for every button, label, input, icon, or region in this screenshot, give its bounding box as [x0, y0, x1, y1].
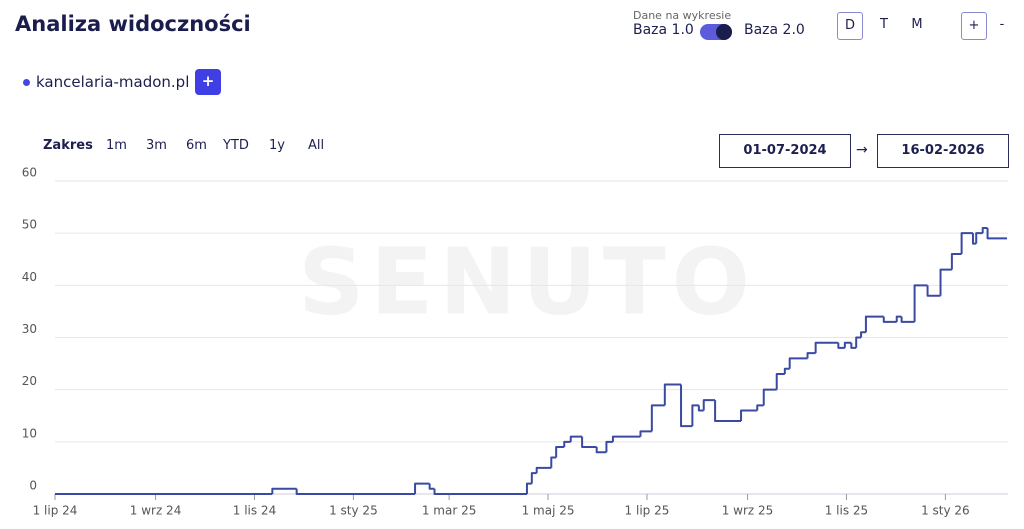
line-step: [950, 253, 962, 270]
domain: kancelaria-madon.pl: [36, 73, 190, 91]
line-step: [550, 456, 557, 468]
line-step: [691, 404, 699, 427]
line-step: [680, 384, 693, 428]
line-step: [650, 404, 665, 432]
line-step: [762, 388, 777, 406]
line-step: [971, 233, 977, 245]
line-step: [563, 440, 571, 448]
date-arrow: →: [856, 142, 868, 158]
line-step: [806, 352, 816, 359]
y-tick-label: 40: [22, 270, 37, 284]
range-button[interactable]: 3m: [146, 138, 167, 153]
line-step: [850, 342, 857, 349]
y-tick-label: 60: [22, 166, 37, 180]
line-step: [900, 316, 915, 323]
line-step: [295, 488, 416, 495]
x-tick-label: 1 lis 24: [233, 504, 276, 518]
date-from[interactable]: 01-07-2024: [719, 134, 851, 168]
page-title: Analiza widoczności: [15, 12, 251, 36]
y-tick-label: 50: [22, 218, 37, 232]
line-step: [428, 483, 435, 490]
line-step: [783, 367, 790, 375]
x-tick-label: 1 wrz 24: [130, 504, 182, 518]
toggle-knob: [716, 24, 732, 40]
line-step: [639, 430, 652, 437]
line-step: [837, 342, 845, 349]
line-step: [814, 341, 839, 354]
line-step: [895, 315, 902, 322]
line-step: [581, 436, 597, 449]
y-tick-label: 30: [22, 322, 37, 336]
line-step: [855, 336, 862, 348]
base-toggle[interactable]: [700, 24, 732, 40]
line-step: [960, 232, 973, 255]
line-step: [788, 357, 808, 369]
line-step: [433, 488, 527, 495]
line-step: [926, 285, 941, 297]
range-button[interactable]: 6m: [186, 138, 207, 153]
x-tick-label: 1 wrz 25: [722, 504, 774, 518]
granularity-button[interactable]: T: [880, 17, 888, 32]
base-right[interactable]: Baza 2.0: [744, 22, 805, 38]
x-tick-label: 1 lip 25: [625, 504, 670, 518]
line-step: [756, 404, 764, 411]
line-step: [605, 440, 613, 453]
date-to[interactable]: 16-02-2026: [877, 134, 1009, 168]
line-step: [913, 284, 928, 322]
y-tick-label: 20: [22, 374, 37, 388]
line-step: [535, 466, 552, 474]
zoom-in[interactable]: +: [961, 12, 987, 40]
watermark: SENUTO: [298, 228, 756, 335]
y-tick-label: 0: [29, 479, 37, 493]
range-button[interactable]: 1y: [269, 138, 285, 153]
line-step: [882, 316, 897, 323]
range-button[interactable]: YTD: [223, 138, 249, 153]
domain-dot: [23, 79, 30, 86]
line-step: [981, 226, 988, 234]
line-step: [714, 400, 742, 422]
line-step: [663, 383, 682, 406]
line-step: [864, 315, 884, 333]
range-label: Zakres: [43, 138, 93, 153]
data-label: Dane na wykresie: [633, 9, 732, 22]
line-step: [611, 435, 641, 442]
line-step: [843, 341, 852, 348]
x-tick-label: 1 sty 26: [921, 504, 970, 518]
line-step: [555, 446, 565, 458]
base-left[interactable]: Baza 1.0: [633, 22, 694, 38]
line-step: [939, 268, 952, 296]
x-tick-label: 1 sty 25: [329, 504, 378, 518]
line-step: [740, 409, 758, 421]
line-step: [271, 487, 297, 494]
x-tick-label: 1 lis 25: [825, 504, 868, 518]
line-step: [986, 227, 1008, 240]
y-tick-label: 10: [22, 426, 37, 440]
add-domain[interactable]: +: [195, 69, 221, 95]
line-step: [525, 482, 532, 494]
x-tick-label: 1 lip 24: [33, 504, 78, 518]
zoom-out[interactable]: -: [999, 17, 1005, 32]
range-button[interactable]: 1m: [106, 138, 127, 153]
line-step: [860, 331, 866, 338]
x-tick-label: 1 mar 25: [422, 504, 477, 518]
line-step: [414, 482, 430, 494]
line-step: [975, 232, 983, 244]
line-step: [702, 399, 716, 411]
granularity-button[interactable]: D: [837, 12, 863, 40]
line-step: [775, 373, 785, 390]
line-step: [569, 435, 583, 442]
granularity-button[interactable]: M: [911, 17, 923, 32]
line-step: [530, 472, 537, 484]
line-step: [595, 447, 607, 454]
range-button[interactable]: All: [308, 138, 325, 153]
x-tick-label: 1 maj 25: [522, 504, 575, 518]
line-step: [697, 405, 704, 412]
